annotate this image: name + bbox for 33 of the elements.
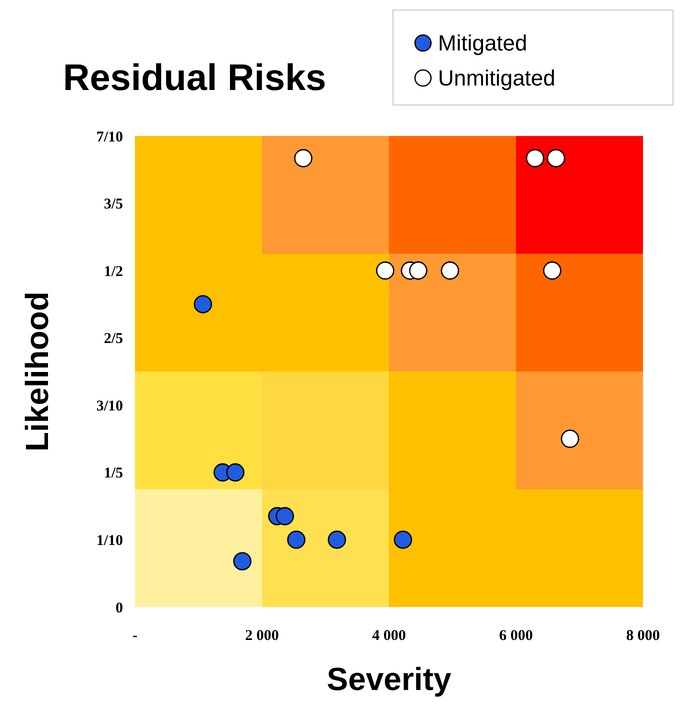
point: [560, 430, 580, 448]
point: [226, 463, 244, 482]
point: [409, 261, 428, 280]
y-tick-label: 3/10: [96, 398, 123, 414]
x-tick-label: -: [132, 628, 138, 644]
x-tick-label: 6 000: [499, 628, 533, 644]
point: [543, 261, 562, 280]
point: [276, 507, 294, 526]
x-tick-label: 8 000: [626, 628, 660, 644]
point: [440, 261, 460, 280]
y-tick-label: 1/2: [104, 264, 123, 280]
y-tick-label: 0: [116, 600, 123, 616]
legend-label: Unmitigated: [438, 66, 556, 91]
y-tick-label: 1/10: [96, 532, 123, 549]
point: [194, 295, 212, 314]
y-axis-title: Likelihood: [19, 292, 55, 452]
point: [328, 530, 346, 549]
point: [376, 261, 394, 280]
point: [287, 530, 306, 549]
y-tick-label: 7/10: [96, 129, 123, 146]
point: [526, 149, 544, 168]
point: [233, 552, 252, 570]
x-tick-label: 2 000: [245, 628, 279, 644]
y-tick-label: 2/5: [104, 331, 123, 348]
legend-label: Mitigated: [438, 30, 528, 56]
x-axis-title: Severity: [326, 661, 452, 697]
y-tick-label: 3/5: [104, 196, 123, 213]
x-tick-label: 4 000: [372, 628, 406, 644]
point: [294, 149, 312, 168]
point: [546, 149, 566, 168]
point: [394, 530, 412, 549]
y-tick-label: 1/5: [104, 466, 123, 482]
chart-title: Residual Risks: [63, 57, 326, 98]
